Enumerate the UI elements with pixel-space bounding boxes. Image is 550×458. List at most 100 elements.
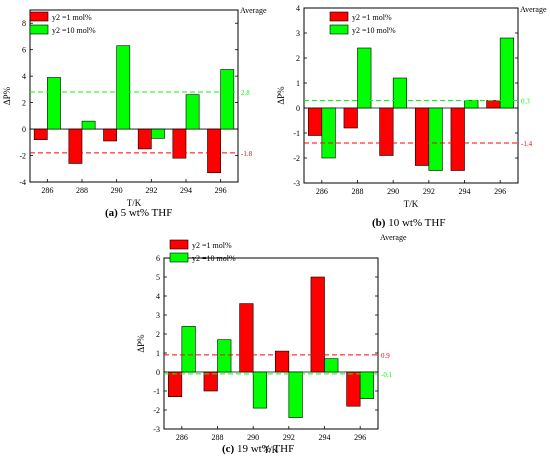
- legend-swatch-red: [329, 11, 349, 22]
- y-tick-label: 6: [22, 46, 26, 55]
- average-label: -0.1: [381, 371, 393, 379]
- bar-red-292: [137, 128, 152, 150]
- caption-letter: (a): [105, 207, 118, 219]
- y-tick-label: 2: [296, 54, 300, 63]
- bar-red-288: [68, 128, 83, 164]
- y-tick-label: 0: [22, 125, 26, 134]
- bar-red-296: [486, 100, 501, 109]
- y-tick-label: 4: [22, 72, 26, 81]
- x-tick-label: 294: [180, 186, 192, 195]
- y-tick-label: -2: [19, 152, 26, 161]
- y-tick-label: -1: [153, 387, 160, 396]
- y-axis-label: ΔP%: [136, 334, 146, 353]
- average-heading: Average: [240, 6, 267, 15]
- legend-label: y2 =10 mol%: [52, 26, 96, 35]
- x-tick-label: 288: [352, 187, 364, 196]
- x-tick-label: 292: [423, 187, 435, 196]
- bar-red-294: [310, 276, 325, 373]
- y-tick-label: 0: [156, 368, 160, 377]
- average-heading: Average: [380, 233, 407, 242]
- y-tick-label: 1: [156, 349, 160, 358]
- legend-swatch-red: [29, 11, 49, 22]
- x-tick-label: 290: [387, 187, 399, 196]
- caption-text: 19 wt% THF: [234, 443, 294, 455]
- legend-label: y2 =1 mol%: [192, 241, 232, 250]
- y-tick-label: 2: [156, 330, 160, 339]
- average-label: 2.8: [241, 89, 250, 97]
- average-label: 0.9: [381, 352, 390, 360]
- average-heading: Average: [520, 5, 547, 14]
- bar-green-292: [151, 128, 165, 139]
- plot-frame: [303, 7, 519, 184]
- bar-red-294: [172, 128, 187, 159]
- x-axis-label: T/K: [127, 198, 142, 208]
- bar-green-288: [217, 339, 232, 373]
- legend-swatch-green: [169, 252, 189, 263]
- x-tick-label: 294: [459, 187, 471, 196]
- x-tick-label: 296: [215, 186, 227, 195]
- legend-swatch-red: [169, 239, 189, 250]
- average-label: 0.3: [521, 98, 530, 106]
- bar-red-290: [239, 303, 254, 373]
- x-tick-label: 292: [145, 186, 157, 195]
- x-tick-label: 286: [316, 187, 328, 196]
- bar-green-296: [359, 371, 375, 399]
- y-tick-label: 8: [22, 19, 26, 28]
- plot-frame: [29, 9, 239, 183]
- legend-label: y2 =1 mol%: [52, 13, 92, 22]
- bar-green-292: [288, 371, 303, 418]
- y-tick-label: -3: [153, 425, 160, 434]
- legend-label: y2 =1 mol%: [352, 13, 392, 22]
- caption-text: 10 wt% THF: [385, 217, 445, 229]
- bar-green-288: [357, 47, 372, 109]
- y-tick-label: -1: [293, 129, 300, 138]
- bar-red-292: [414, 107, 430, 166]
- bar-green-286: [47, 77, 61, 130]
- x-tick-label: 286: [41, 186, 53, 195]
- x-tick-label: 290: [247, 433, 259, 442]
- y-axis-label: ΔP%: [2, 86, 12, 105]
- chart-panel-1: -4 -2 0 2 4 6 8 286 288 290 292 294 296 -1.8 2.8 Averag…: [2, 6, 267, 219]
- bar-red-286: [167, 371, 183, 398]
- bar-red-290: [379, 107, 394, 156]
- bar-red-296: [346, 371, 361, 407]
- legend-swatch-green: [329, 24, 349, 35]
- bar-red-286: [307, 107, 323, 136]
- bar-red-288: [343, 107, 358, 129]
- y-tick-label: 6: [156, 254, 160, 263]
- x-tick-label: 290: [111, 186, 123, 195]
- bar-red-294: [450, 107, 465, 171]
- chart-panel-3: -3 -2 -1 0 1 2 3 4 5 6 286 288 290 292 294 296 0.9 -0.1 Av…: [136, 233, 407, 455]
- average-label: -1.8: [241, 150, 253, 158]
- bar-green-294: [185, 94, 200, 130]
- y-tick-label: 1: [296, 79, 300, 88]
- y-tick-label: -4: [19, 178, 26, 187]
- panel-caption: (a) 5 wt% THF: [105, 207, 172, 219]
- y-axis-label: ΔP%: [276, 86, 286, 105]
- bar-green-290: [252, 371, 268, 409]
- y-tick-label: 3: [156, 311, 160, 320]
- y-tick-label: 4: [296, 4, 300, 13]
- bar-green-290: [116, 45, 131, 130]
- plot-frame: [163, 257, 379, 430]
- x-tick-label: 296: [354, 433, 366, 442]
- x-axis-label: T/K: [404, 199, 419, 209]
- bar-red-286: [33, 128, 48, 140]
- bar-red-288: [203, 371, 218, 392]
- y-tick-label: -3: [293, 179, 300, 188]
- y-tick-label: 5: [156, 273, 160, 282]
- y-tick-label: -2: [153, 406, 160, 415]
- bar-green-286: [321, 107, 336, 159]
- y-tick-label: 3: [296, 29, 300, 38]
- bar-green-294: [464, 100, 479, 109]
- average-label: -1.4: [521, 140, 533, 148]
- y-tick-label: -2: [293, 154, 300, 163]
- caption-letter: (c): [222, 443, 235, 455]
- bar-green-296: [220, 69, 235, 130]
- y-tick-label: 0: [296, 104, 300, 113]
- panel-caption: (c) 19 wt% THF: [222, 443, 294, 455]
- x-tick-label: 294: [319, 433, 331, 442]
- caption-letter: (b): [372, 217, 386, 229]
- x-axis-label: T/K: [264, 445, 279, 455]
